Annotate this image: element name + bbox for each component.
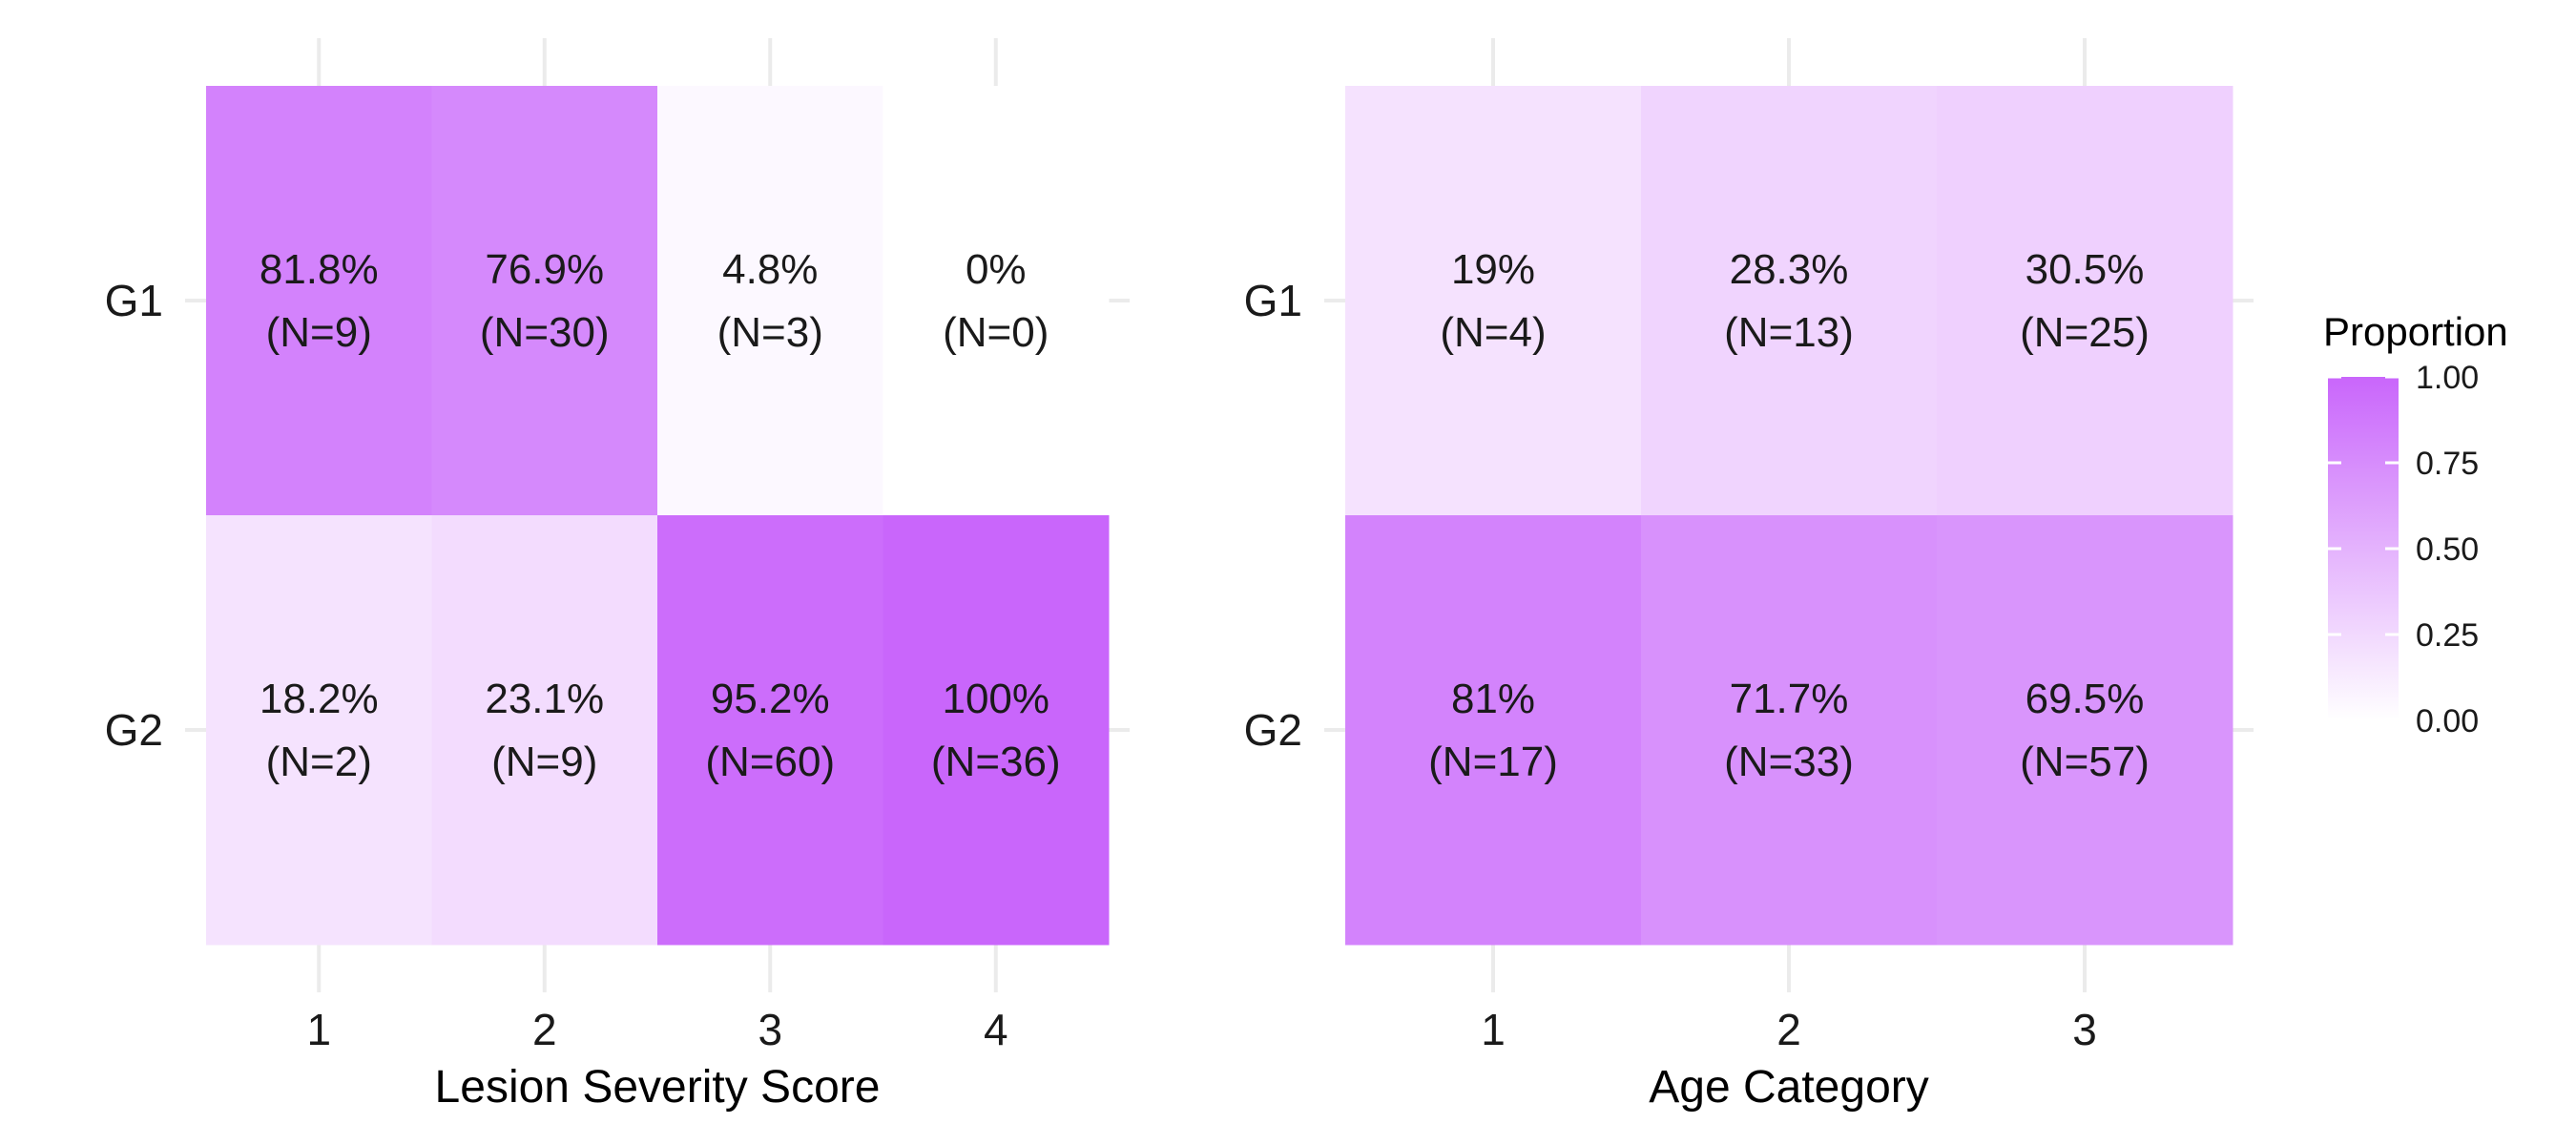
legend-tick-label: 0.50 — [2416, 531, 2479, 568]
cell-count-label: (N=4) — [1440, 309, 1546, 356]
heatmap-cell-G2-1 — [206, 515, 432, 946]
cell-percent-label: 81% — [1451, 676, 1535, 722]
heatmap-cell-G1-3 — [657, 86, 883, 516]
y-tick-label: G1 — [1244, 276, 1302, 325]
x-tick-label: 4 — [984, 1005, 1008, 1054]
x-tick-label: 2 — [1776, 1005, 1801, 1054]
y-tick-label: G1 — [105, 276, 163, 325]
legend-tick-label: 0.00 — [2416, 703, 2479, 739]
cell-percent-label: 30.5% — [2025, 246, 2145, 293]
heatmap-cell-G1-2 — [431, 86, 658, 516]
cell-count-label: (N=0) — [943, 309, 1049, 356]
heatmap-cell-G1-2 — [1641, 86, 1938, 516]
heatmap-cell-G2-2 — [1641, 515, 1938, 946]
cell-count-label: (N=30) — [480, 309, 610, 356]
cell-count-label: (N=33) — [1724, 739, 1854, 785]
cell-count-label: (N=3) — [717, 309, 823, 356]
x-tick-label: 2 — [532, 1005, 557, 1054]
cell-count-label: (N=60) — [705, 739, 835, 785]
x-tick-label: 1 — [1481, 1005, 1506, 1054]
x-axis-title: Age Category — [1649, 1062, 1929, 1113]
cell-percent-label: 100% — [942, 676, 1049, 722]
cell-percent-label: 76.9% — [485, 246, 604, 293]
y-tick-label: G2 — [105, 705, 163, 755]
y-tick-label: G2 — [1244, 705, 1302, 755]
cell-percent-label: 71.7% — [1730, 676, 1849, 722]
cell-count-label: (N=13) — [1724, 309, 1854, 356]
heatmap-cell-G2-4 — [883, 515, 1110, 946]
x-axis-title: Lesion Severity Score — [435, 1062, 881, 1113]
heatmap-cell-G1-4 — [883, 86, 1110, 516]
cell-percent-label: 23.1% — [485, 676, 604, 722]
cell-percent-label: 28.3% — [1730, 246, 1849, 293]
cell-count-label: (N=25) — [2020, 309, 2150, 356]
cell-count-label: (N=2) — [266, 739, 372, 785]
cell-percent-label: 18.2% — [260, 676, 379, 722]
cell-percent-label: 95.2% — [711, 676, 830, 722]
legend-tick-label: 0.75 — [2416, 446, 2479, 482]
heatmap-cell-G2-3 — [1937, 515, 2233, 946]
cell-percent-label: 69.5% — [2025, 676, 2145, 722]
cell-percent-label: 4.8% — [722, 246, 818, 293]
heatmap-cell-G1-1 — [1345, 86, 1642, 516]
cell-percent-label: 0% — [966, 246, 1027, 293]
x-tick-label: 1 — [306, 1005, 331, 1054]
heatmap-cell-G2-2 — [431, 515, 658, 946]
legend-tick-label: 0.25 — [2416, 617, 2479, 654]
cell-count-label: (N=9) — [491, 739, 597, 785]
heatmap-cell-G2-3 — [657, 515, 883, 946]
x-tick-label: 3 — [2072, 1005, 2097, 1054]
heatmap-cell-G1-1 — [206, 86, 432, 516]
legend-title: Proportion — [2323, 309, 2508, 354]
cell-count-label: (N=17) — [1428, 739, 1558, 785]
cell-percent-label: 19% — [1451, 246, 1535, 293]
cell-count-label: (N=36) — [931, 739, 1061, 785]
cell-count-label: (N=9) — [266, 309, 372, 356]
cell-percent-label: 81.8% — [260, 246, 379, 293]
cell-count-label: (N=57) — [2020, 739, 2150, 785]
heatmap-cell-G2-1 — [1345, 515, 1642, 946]
x-tick-label: 3 — [758, 1005, 782, 1054]
heatmap-cell-G1-3 — [1937, 86, 2233, 516]
legend-tick-label: 1.00 — [2416, 360, 2479, 396]
